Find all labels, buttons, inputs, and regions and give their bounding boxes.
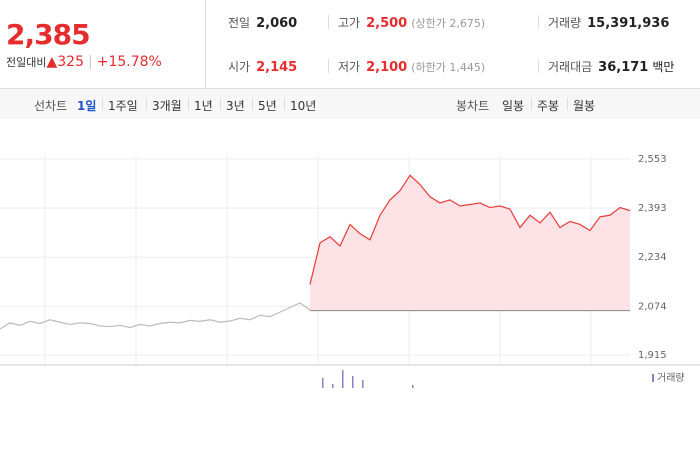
divider [188,98,189,110]
volume-bar [352,376,354,388]
tab[interactable]: 10년 [290,99,317,113]
price: 2,385 [6,18,91,51]
tab[interactable]: 1주일 [108,99,138,113]
divider [531,98,532,110]
stat-label: 저가 [338,60,361,74]
stat-value: 2,100 [366,60,408,75]
y-tick-label: 1,915 [638,350,667,361]
stat-unit: 백만 [652,60,675,74]
tab-label: 봉차트 [456,99,490,113]
divider [102,98,103,110]
stat-label: 거래대금 [548,60,593,74]
divider [328,59,329,73]
change-rate: +15.78% [96,54,162,70]
tab[interactable]: 5년 [258,99,277,113]
tab[interactable]: 1년 [194,99,213,113]
divider [538,15,539,29]
stat-label: 시가 [228,60,251,74]
divider [220,98,221,110]
tab[interactable]: 월봉 [573,99,596,113]
tab[interactable]: 1일 [77,99,97,113]
y-tick-label: 2,553 [638,154,667,165]
price-box: 2,385 전일대비▲325 | +15.78% [0,0,206,88]
change: 전일대비▲325 | +15.78% [6,54,162,70]
area [310,175,630,311]
stat-value: 2,145 [256,60,298,75]
divider [252,98,253,110]
price-line [309,174,631,285]
volume-bar [332,384,334,388]
stat-note: (하한가 1,445) [411,61,486,74]
quote-header: 2,385 전일대비▲325 | +15.78% 전일 2,060 고가 2,500 (상한… [0,0,700,89]
tab[interactable]: 3개월 [152,99,182,113]
stat-value: 2,060 [256,16,298,31]
stat-value: 36,171 [598,60,649,75]
arrow: ▲ [46,54,58,70]
legend-swatch [652,374,654,382]
stat-note: (상한가 2,675) [411,17,486,30]
volume-bar [322,378,324,388]
stat-label: 고가 [338,16,361,30]
stat-value: 2,500 [366,16,408,31]
legend-label: 거래량 [657,372,685,384]
price-line [0,302,311,330]
divider [567,98,568,110]
stat: 거래대금 36,171 백만 [548,58,674,75]
stat: 거래량 15,391,936 [548,14,669,31]
stat-label: 전일 [228,16,251,30]
stat: 시가 2,145 [228,58,297,75]
stat: 저가 2,100 (하한가 1,445) [338,58,485,75]
stat: 전일 2,060 [228,14,297,31]
stat-label: 거래량 [548,16,582,30]
y-tick-label: 2,074 [638,301,667,312]
change-value: 325 [57,54,84,70]
tab[interactable]: 일봉 [502,99,525,113]
divider [146,98,147,110]
stat-value: 15,391,936 [587,16,670,31]
stat: 고가 2,500 (상한가 2,675) [338,14,485,31]
tab[interactable]: 3년 [226,99,245,113]
y-tick-label: 2,234 [638,252,667,263]
volume-bar [342,370,344,388]
change-label: 전일대비 [6,56,47,69]
divider [284,98,285,110]
divider [538,59,539,73]
tab-label: 선차트 [34,99,68,113]
divider [328,15,329,29]
y-tick-label: 2,393 [638,203,667,214]
tab[interactable]: 주봉 [537,99,560,113]
volume-bar [412,385,414,388]
volume-bar [362,380,364,388]
